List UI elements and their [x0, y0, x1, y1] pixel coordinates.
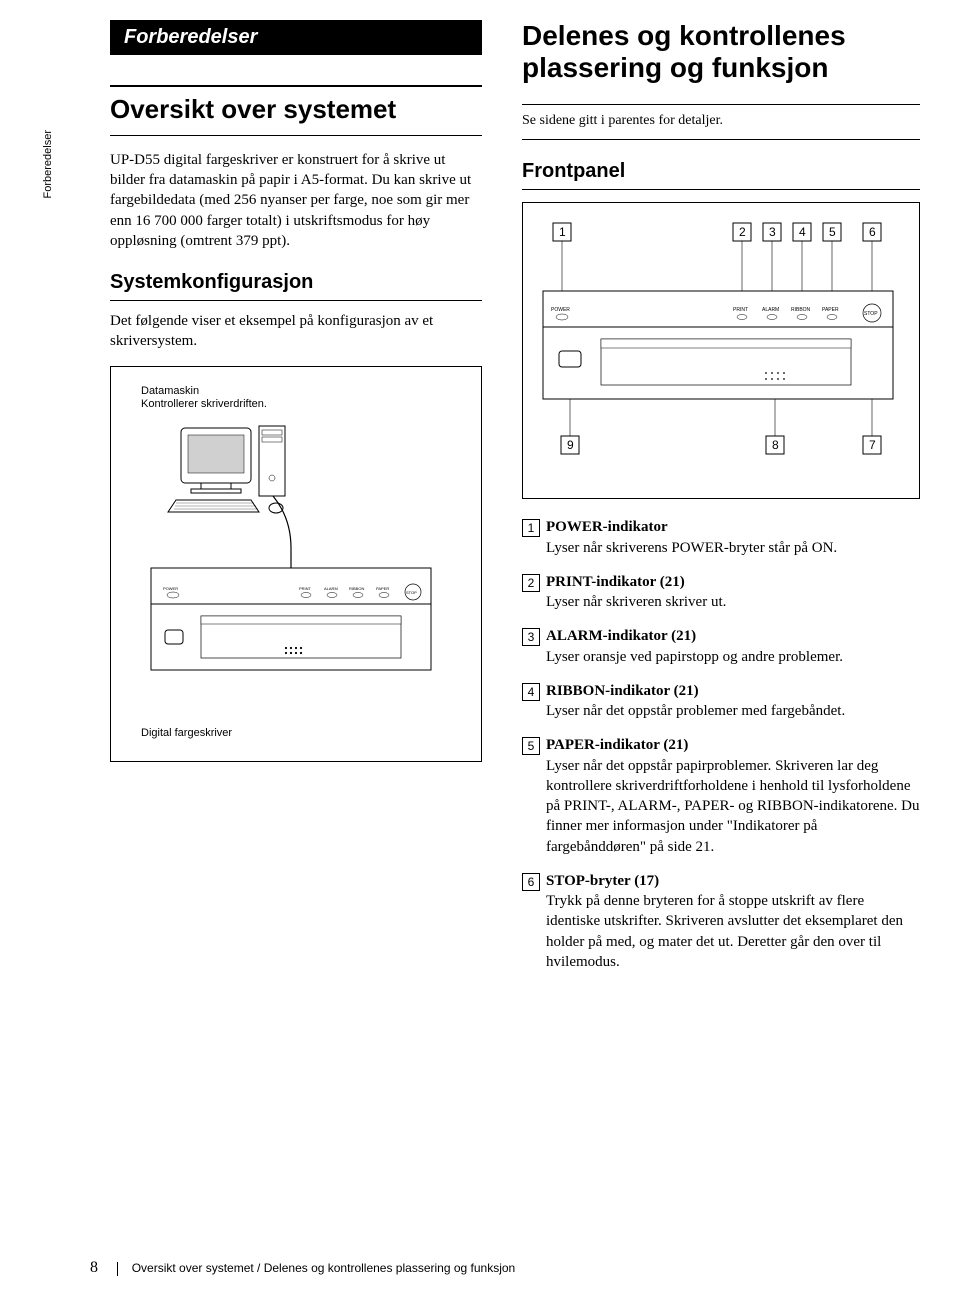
diagram-computer-label: Datamaskin Kontrollerer skriverdriften.: [141, 385, 451, 413]
list-item: 5 PAPER-indikator (21) Lyser når det opp…: [522, 735, 920, 857]
item-body-text: Trykk på denne bryteren for å stoppe uts…: [546, 893, 903, 970]
frontpanel-num-3: 3: [769, 225, 776, 239]
right-heading-1: Delenes og kontrollenes plassering og fu…: [522, 20, 920, 94]
frontpanel-icon: 1 2 3 4 5 6: [541, 221, 901, 471]
chapter-bar: Forberedelser: [110, 20, 482, 55]
two-column-layout: Forberedelser Oversikt over systemet UP-…: [110, 20, 920, 986]
diagram-computer-line2: Kontrollerer skriverdriften.: [141, 398, 267, 410]
frontpanel-num-8: 8: [772, 438, 779, 452]
item-body-text: Lyser når skriverens POWER-bryter står p…: [546, 540, 837, 556]
printer-label-alarm: ALARM: [324, 586, 338, 591]
item-title: STOP-bryter (17): [546, 873, 659, 889]
frontpanel-num-9: 9: [567, 438, 574, 452]
fp-label-print: PRINT: [733, 307, 748, 313]
side-tab: Forberedelser: [42, 130, 54, 198]
item-title: PAPER-indikator (21): [546, 737, 688, 753]
fp-label-paper: PAPER: [822, 307, 839, 313]
page-footer: 8 Oversikt over systemet / Delenes og ko…: [90, 1259, 515, 1277]
item-num: 1: [522, 519, 540, 537]
diagram-printer-caption: Digital fargeskriver: [141, 727, 451, 739]
list-item: 6 STOP-bryter (17) Trykk på denne bryter…: [522, 871, 920, 972]
item-num: 2: [522, 574, 540, 592]
fp-label-stop: STOP: [864, 311, 878, 317]
fp-label-ribbon: RIBBON: [791, 307, 811, 313]
system-config-diagram: Datamaskin Kontrollerer skriverdriften.: [110, 366, 482, 763]
left-heading-2: Systemkonfigurasjon: [110, 271, 482, 301]
item-num: 5: [522, 737, 540, 755]
printer-label-power: POWER: [163, 586, 178, 591]
frontpanel-num-4: 4: [799, 225, 806, 239]
printer-label-print: PRINT: [299, 586, 312, 591]
frontpanel-num-5: 5: [829, 225, 836, 239]
left-intro-text: UP-D55 digital fargeskriver er konstruer…: [110, 150, 482, 251]
list-item: 3 ALARM-indikator (21) Lyser oransje ved…: [522, 626, 920, 667]
left-column: Forberedelser Oversikt over systemet UP-…: [110, 20, 482, 986]
right-heading-2: Frontpanel: [522, 160, 920, 190]
footer-text: Oversikt over systemet / Delenes og kont…: [132, 1261, 516, 1275]
diagram-computer-line1: Datamaskin: [141, 385, 199, 397]
list-item: 2 PRINT-indikator (21) Lyser når skriver…: [522, 572, 920, 613]
printer-label-stop: STOP: [406, 590, 417, 595]
frontpanel-num-6: 6: [869, 225, 876, 239]
frontpanel-item-list: 1 POWER-indikator Lyser når skriverens P…: [522, 517, 920, 972]
fp-label-alarm: ALARM: [762, 307, 779, 313]
list-item: 4 RIBBON-indikator (21) Lyser når det op…: [522, 681, 920, 722]
frontpanel-num-1: 1: [559, 225, 566, 239]
item-title: RIBBON-indikator (21): [546, 683, 699, 699]
page: Forberedelser Forberedelser Oversikt ove…: [0, 0, 960, 1305]
frontpanel-diagram: 1 2 3 4 5 6: [522, 202, 920, 499]
item-title: ALARM-indikator (21): [546, 628, 696, 644]
item-body-text: Lyser når skriveren skriver ut.: [546, 594, 726, 610]
item-body-text: Lyser når det oppstår problemer med farg…: [546, 703, 845, 719]
fp-label-power: POWER: [551, 307, 570, 313]
page-number: 8: [90, 1259, 98, 1276]
computer-printer-icon: POWER PRINT ALARM RIBBON PAPER STOP: [141, 418, 441, 708]
list-item: 1 POWER-indikator Lyser når skriverens P…: [522, 517, 920, 558]
item-num: 6: [522, 873, 540, 891]
item-body-text: Lyser når det oppstår papirproblemer. Sk…: [546, 758, 919, 855]
right-sub-block: Se sidene gitt i parentes for detaljer.: [522, 104, 920, 140]
item-num: 4: [522, 683, 540, 701]
printer-label-paper: PAPER: [376, 586, 389, 591]
frontpanel-num-7: 7: [869, 438, 876, 452]
right-sub-text: Se sidene gitt i parentes for detaljer.: [522, 113, 723, 128]
item-body-text: Lyser oransje ved papirstopp og andre pr…: [546, 649, 843, 665]
right-column: Delenes og kontrollenes plassering og fu…: [522, 20, 920, 986]
item-title: POWER-indikator: [546, 519, 668, 535]
printer-label-ribbon: RIBBON: [349, 586, 364, 591]
frontpanel-num-2: 2: [739, 225, 746, 239]
left-h2-body: Det følgende viser et eksempel på konfig…: [110, 311, 482, 352]
item-title: PRINT-indikator (21): [546, 574, 685, 590]
item-num: 3: [522, 628, 540, 646]
left-heading-1: Oversikt over systemet: [110, 85, 482, 136]
